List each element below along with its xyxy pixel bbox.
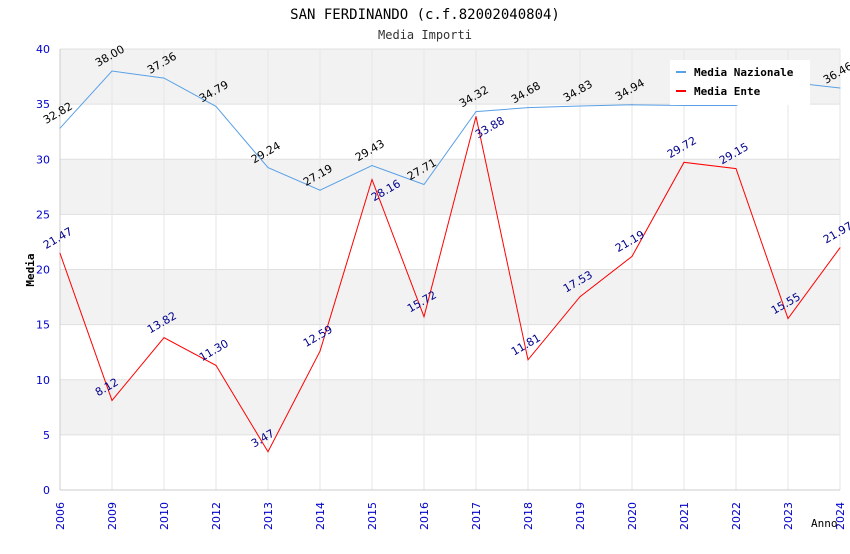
data-point	[59, 252, 61, 254]
x-tick-label: 2020	[626, 502, 639, 530]
legend-label: Media Ente	[694, 85, 761, 98]
data-point	[423, 316, 425, 318]
data-point	[527, 359, 529, 361]
y-tick-label: 35	[36, 98, 50, 111]
x-tick-label: 2022	[730, 502, 743, 530]
grid-band	[60, 269, 840, 325]
series-line	[59, 70, 841, 191]
y-tick-label: 25	[36, 208, 50, 221]
grid-band	[60, 159, 840, 215]
data-point	[631, 255, 633, 257]
x-tick-label: 2009	[106, 502, 119, 530]
data-point	[579, 296, 581, 298]
data-label: 21.19	[613, 228, 647, 255]
data-point	[371, 165, 373, 167]
data-point	[111, 399, 113, 401]
data-point	[319, 189, 321, 191]
data-point	[683, 161, 685, 163]
x-tick-label: 2023	[782, 502, 795, 530]
chart-title: SAN FERDINANDO (c.f.82002040804)	[290, 7, 560, 23]
x-tick-label: 2010	[158, 502, 171, 530]
data-label: 11.81	[509, 331, 543, 358]
x-tick-label: 2019	[574, 502, 587, 530]
data-point	[527, 107, 529, 109]
series-line	[59, 116, 841, 453]
data-label: 12.59	[301, 323, 335, 350]
data-point	[111, 70, 113, 72]
x-tick-label: 2006	[54, 502, 67, 530]
grid-band	[60, 379, 840, 435]
data-point	[839, 87, 841, 89]
x-tick-label: 2018	[522, 502, 535, 530]
x-tick-label: 2016	[418, 502, 431, 530]
data-point	[215, 364, 217, 366]
y-tick-label: 15	[36, 319, 50, 332]
y-tick-label: 40	[36, 43, 50, 56]
y-tick-label: 0	[43, 484, 50, 497]
data-point	[59, 127, 61, 129]
legend-label: Media Nazionale	[694, 66, 794, 79]
x-axis-label: Anno	[811, 517, 838, 530]
data-point	[423, 183, 425, 185]
data-point	[371, 179, 373, 181]
data-point	[267, 451, 269, 453]
data-point	[215, 105, 217, 107]
data-point	[579, 105, 581, 107]
data-point	[475, 115, 477, 117]
y-tick-label: 30	[36, 153, 50, 166]
data-point	[163, 77, 165, 79]
legend	[670, 60, 810, 105]
data-label: 33.88	[473, 114, 507, 141]
x-tick-label: 2015	[366, 502, 379, 530]
data-point	[735, 168, 737, 170]
data-point	[787, 318, 789, 320]
y-tick-label: 10	[36, 374, 50, 387]
data-point	[475, 111, 477, 113]
data-point	[319, 350, 321, 352]
x-tick-label: 2012	[210, 502, 223, 530]
data-label: 11.30	[197, 337, 231, 364]
x-tick-label: 2014	[314, 502, 327, 530]
data-point	[163, 337, 165, 339]
x-tick-label: 2017	[470, 502, 483, 530]
x-tick-label: 2021	[678, 502, 691, 530]
data-point	[735, 104, 737, 106]
data-point	[683, 104, 685, 106]
y-axis-label: Media	[24, 253, 37, 286]
data-label: 29.72	[665, 134, 699, 161]
chart-subtitle: Media Importi	[378, 28, 472, 42]
x-tick-label: 2013	[262, 502, 275, 530]
x-tick-label: 2024	[834, 502, 847, 530]
data-point	[631, 104, 633, 106]
y-tick-label: 20	[36, 264, 50, 277]
data-point	[267, 167, 269, 169]
data-label: 21.47	[41, 225, 75, 252]
data-point	[839, 247, 841, 249]
data-label: 21.97	[821, 219, 850, 246]
y-tick-label: 5	[43, 429, 50, 442]
